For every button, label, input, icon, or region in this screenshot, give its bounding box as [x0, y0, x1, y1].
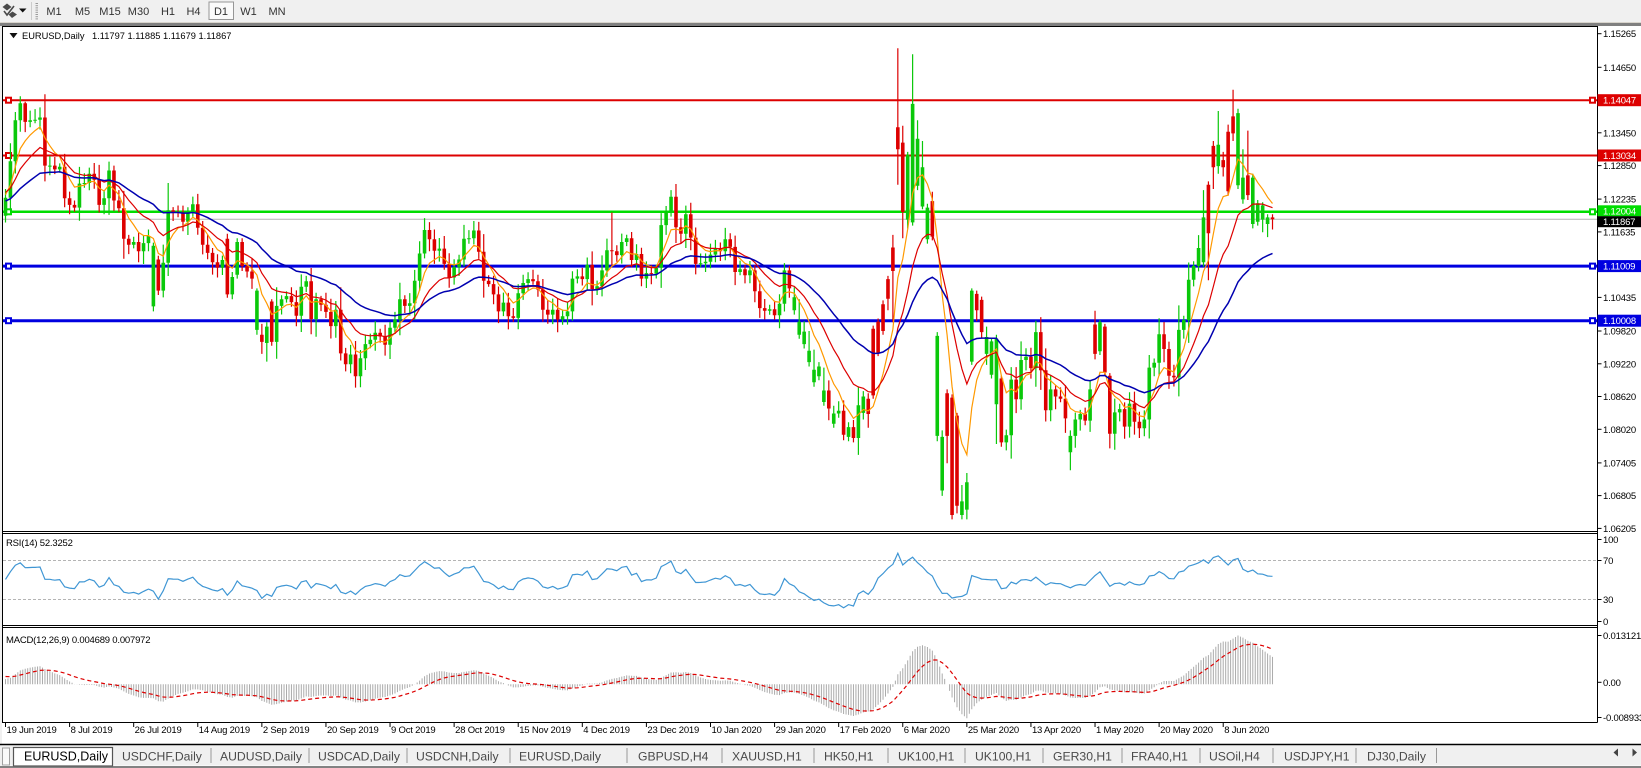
svg-text:17 Feb 2020: 17 Feb 2020 — [840, 725, 891, 736]
svg-text:1.06205: 1.06205 — [1603, 524, 1636, 535]
svg-text:RSI(14) 52.3252: RSI(14) 52.3252 — [6, 538, 73, 549]
svg-text:30: 30 — [1603, 595, 1613, 606]
svg-text:USDCNH,Daily: USDCNH,Daily — [416, 750, 500, 764]
svg-text:1.13450: 1.13450 — [1603, 128, 1636, 139]
svg-text:D1: D1 — [214, 6, 228, 18]
svg-text:0.00: 0.00 — [1603, 678, 1621, 689]
svg-text:EURUSD,Daily: EURUSD,Daily — [22, 31, 85, 41]
svg-text:1.06805: 1.06805 — [1603, 491, 1636, 502]
svg-text:1.12235: 1.12235 — [1603, 195, 1636, 206]
svg-text:GBPUSD,H4: GBPUSD,H4 — [638, 750, 709, 764]
svg-text:1.11635: 1.11635 — [1603, 227, 1635, 238]
svg-text:UK100,H1: UK100,H1 — [898, 750, 954, 764]
svg-text:0.013121: 0.013121 — [1603, 631, 1641, 642]
svg-text:13 Apr 2020: 13 Apr 2020 — [1032, 725, 1081, 736]
svg-text:MN: MN — [268, 6, 285, 18]
svg-text:AUDUSD,Daily: AUDUSD,Daily — [220, 750, 303, 764]
svg-text:28 Oct 2019: 28 Oct 2019 — [455, 725, 505, 736]
svg-text:FRA40,H1: FRA40,H1 — [1131, 750, 1188, 764]
svg-text:20 Sep 2019: 20 Sep 2019 — [327, 725, 379, 736]
svg-text:8 Jun 2020: 8 Jun 2020 — [1224, 725, 1269, 736]
svg-text:1.14047: 1.14047 — [1603, 96, 1636, 107]
svg-text:H1: H1 — [161, 6, 175, 18]
svg-text:EURUSD,Daily: EURUSD,Daily — [519, 750, 602, 764]
svg-text:26 Jul 2019: 26 Jul 2019 — [135, 725, 182, 736]
svg-text:XAUUSD,H1: XAUUSD,H1 — [732, 750, 802, 764]
svg-text:USDJPY,H1: USDJPY,H1 — [1284, 750, 1350, 764]
svg-text:USDCHF,Daily: USDCHF,Daily — [122, 750, 203, 764]
svg-text:1.11867: 1.11867 — [1603, 217, 1635, 228]
svg-text:9 Oct 2019: 9 Oct 2019 — [391, 725, 435, 736]
svg-text:USOil,H4: USOil,H4 — [1209, 750, 1260, 764]
svg-text:EURUSD,Daily: EURUSD,Daily — [24, 750, 109, 764]
svg-text:GER30,H1: GER30,H1 — [1053, 750, 1112, 764]
svg-text:M30: M30 — [128, 6, 149, 18]
svg-text:10 Jan 2020: 10 Jan 2020 — [711, 725, 761, 736]
svg-text:8 Jul 2019: 8 Jul 2019 — [71, 725, 113, 736]
svg-text:1.14650: 1.14650 — [1603, 63, 1636, 74]
svg-text:29 Jan 2020: 29 Jan 2020 — [776, 725, 826, 736]
svg-text:2 Sep 2019: 2 Sep 2019 — [263, 725, 310, 736]
svg-text:M15: M15 — [99, 6, 120, 18]
svg-text:UK100,H1: UK100,H1 — [975, 750, 1031, 764]
svg-text:1 May 2020: 1 May 2020 — [1096, 725, 1144, 736]
svg-text:6 Mar 2020: 6 Mar 2020 — [904, 725, 950, 736]
svg-text:1.15265: 1.15265 — [1603, 29, 1636, 40]
svg-text:DJ30,Daily: DJ30,Daily — [1367, 750, 1427, 764]
svg-text:70: 70 — [1603, 556, 1613, 567]
svg-text:-0.008933: -0.008933 — [1603, 713, 1641, 724]
svg-text:1.13034: 1.13034 — [1603, 151, 1636, 162]
svg-text:W1: W1 — [240, 6, 257, 18]
svg-text:100: 100 — [1603, 535, 1618, 546]
svg-text:19 Jun 2019: 19 Jun 2019 — [7, 725, 57, 736]
svg-text:1.11797 1.11885 1.11679 1.1186: 1.11797 1.11885 1.11679 1.11867 — [92, 31, 231, 41]
svg-text:25 Mar 2020: 25 Mar 2020 — [968, 725, 1019, 736]
svg-text:1.09220: 1.09220 — [1603, 359, 1636, 370]
svg-text:1.08620: 1.08620 — [1603, 392, 1636, 403]
svg-text:1.12004: 1.12004 — [1603, 206, 1636, 217]
svg-text:M1: M1 — [46, 6, 61, 18]
svg-text:1.11009: 1.11009 — [1603, 262, 1635, 273]
svg-text:15 Nov 2019: 15 Nov 2019 — [519, 725, 571, 736]
svg-text:H4: H4 — [186, 6, 200, 18]
svg-text:1.12850: 1.12850 — [1603, 161, 1636, 172]
svg-text:USDCAD,Daily: USDCAD,Daily — [318, 750, 401, 764]
svg-text:23 Dec 2019: 23 Dec 2019 — [647, 725, 699, 736]
svg-text:1.09820: 1.09820 — [1603, 327, 1636, 338]
svg-text:4 Dec 2019: 4 Dec 2019 — [583, 725, 630, 736]
svg-text:M5: M5 — [75, 6, 90, 18]
svg-text:14 Aug 2019: 14 Aug 2019 — [199, 725, 250, 736]
svg-text:0: 0 — [1603, 617, 1608, 628]
svg-text:1.08020: 1.08020 — [1603, 425, 1636, 436]
svg-text:HK50,H1: HK50,H1 — [824, 750, 874, 764]
svg-text:20 May 2020: 20 May 2020 — [1160, 725, 1213, 736]
svg-text:1.07405: 1.07405 — [1603, 458, 1636, 469]
svg-text:1.10008: 1.10008 — [1603, 316, 1636, 327]
svg-text:1.10435: 1.10435 — [1603, 293, 1636, 304]
svg-text:MACD(12,26,9) 0.004689 0.00797: MACD(12,26,9) 0.004689 0.007972 — [6, 635, 150, 646]
